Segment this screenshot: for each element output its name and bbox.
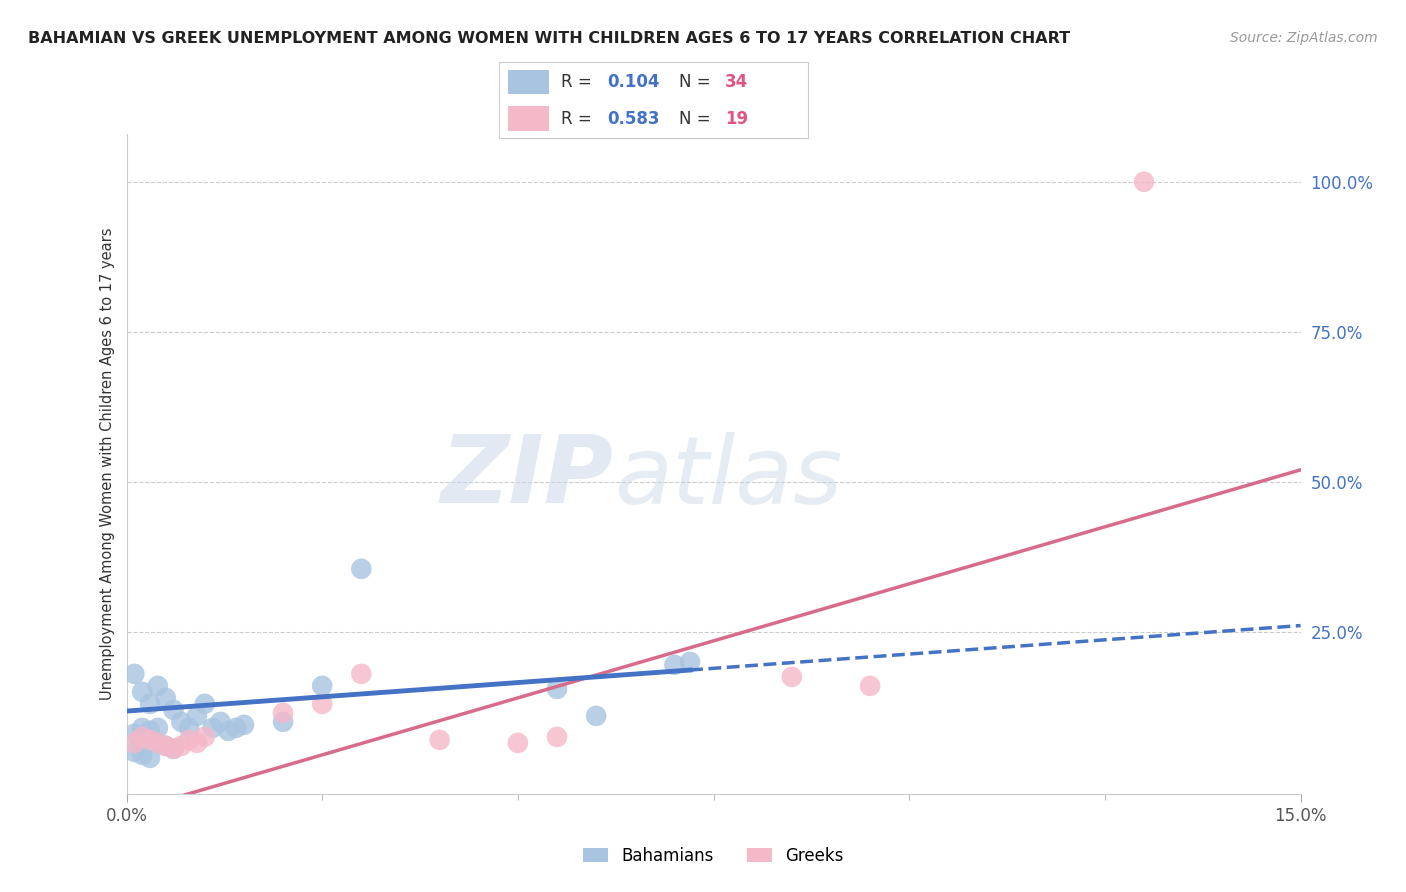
Point (131, 747, 153, 762)
Text: 19: 19 (725, 110, 748, 128)
Point (179, 721, 201, 735)
Legend: Bahamians, Greeks: Bahamians, Greeks (576, 840, 851, 871)
Point (271, 714, 294, 729)
Point (162, 703, 184, 717)
Point (194, 730, 217, 744)
Point (311, 697, 333, 711)
Point (780, 670, 803, 684)
Text: BAHAMIAN VS GREEK UNEMPLOYMENT AMONG WOMEN WITH CHILDREN AGES 6 TO 17 YEARS CORR: BAHAMIAN VS GREEK UNEMPLOYMENT AMONG WOM… (28, 31, 1070, 46)
Point (170, 714, 193, 729)
Point (162, 742, 184, 756)
Point (350, 562, 373, 576)
Point (146, 736, 169, 750)
Text: Source: ZipAtlas.com: Source: ZipAtlas.com (1230, 31, 1378, 45)
Point (232, 718, 256, 732)
Point (139, 697, 162, 711)
Point (155, 739, 177, 753)
Point (271, 706, 294, 720)
Point (124, 745, 146, 759)
Point (859, 679, 882, 693)
Bar (509, 106, 548, 130)
Point (146, 679, 169, 693)
Point (139, 723, 162, 738)
Text: R =: R = (561, 73, 598, 91)
Bar (509, 70, 548, 95)
Point (139, 732, 162, 747)
Point (194, 697, 217, 711)
Point (124, 666, 146, 681)
Point (170, 739, 193, 753)
Point (131, 730, 153, 744)
Point (217, 723, 239, 738)
Point (311, 679, 333, 693)
Point (124, 736, 146, 750)
Text: R =: R = (561, 110, 598, 128)
Point (131, 730, 153, 744)
Point (679, 655, 702, 669)
Y-axis label: Unemployment Among Women with Children Ages 6 to 17 years: Unemployment Among Women with Children A… (100, 227, 115, 700)
Point (162, 742, 184, 756)
Point (146, 721, 169, 735)
Point (155, 739, 177, 753)
Point (350, 666, 373, 681)
Text: 0.104: 0.104 (607, 73, 659, 91)
Point (1133, 175, 1156, 189)
Point (506, 736, 529, 750)
Text: ZIP: ZIP (441, 431, 614, 523)
Point (139, 732, 162, 747)
Text: 0.583: 0.583 (607, 110, 659, 128)
Text: N =: N = (679, 110, 716, 128)
Text: N =: N = (679, 73, 716, 91)
Point (124, 727, 146, 741)
Point (201, 721, 224, 735)
Point (131, 685, 153, 699)
Text: atlas: atlas (614, 432, 842, 523)
Point (146, 736, 169, 750)
Point (664, 657, 686, 672)
Point (225, 721, 247, 735)
Point (139, 751, 162, 765)
Point (546, 730, 568, 744)
Point (179, 732, 201, 747)
Point (186, 736, 208, 750)
Point (585, 709, 607, 723)
Point (429, 732, 451, 747)
Point (155, 690, 177, 705)
Point (131, 721, 153, 735)
Point (546, 681, 568, 696)
Point (209, 714, 232, 729)
Text: 34: 34 (725, 73, 748, 91)
Point (186, 709, 208, 723)
